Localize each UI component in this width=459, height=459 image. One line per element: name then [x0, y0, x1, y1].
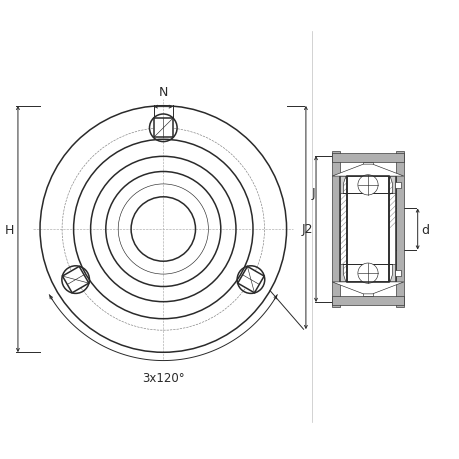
Text: d: d — [420, 223, 428, 236]
Bar — [347, 177, 388, 282]
Polygon shape — [331, 282, 403, 294]
Circle shape — [357, 263, 377, 284]
Text: J2: J2 — [302, 223, 313, 236]
Bar — [394, 271, 400, 276]
Bar — [395, 151, 403, 308]
Polygon shape — [340, 265, 395, 282]
Circle shape — [357, 175, 377, 196]
Text: B: B — [363, 202, 371, 214]
Bar — [340, 177, 395, 282]
Bar — [363, 282, 372, 296]
Text: J: J — [311, 186, 315, 199]
Bar — [394, 183, 400, 188]
Bar — [331, 151, 340, 308]
Bar — [237, 267, 263, 293]
Polygon shape — [331, 165, 403, 177]
Text: N: N — [158, 86, 168, 99]
Bar — [331, 296, 403, 305]
Bar — [62, 267, 89, 293]
Bar — [363, 163, 372, 177]
Bar — [153, 119, 173, 138]
Bar — [331, 154, 403, 163]
Text: H: H — [5, 223, 14, 236]
Bar — [347, 177, 388, 282]
Polygon shape — [340, 177, 395, 194]
Text: 3x120°: 3x120° — [142, 371, 184, 384]
Bar — [340, 177, 395, 282]
